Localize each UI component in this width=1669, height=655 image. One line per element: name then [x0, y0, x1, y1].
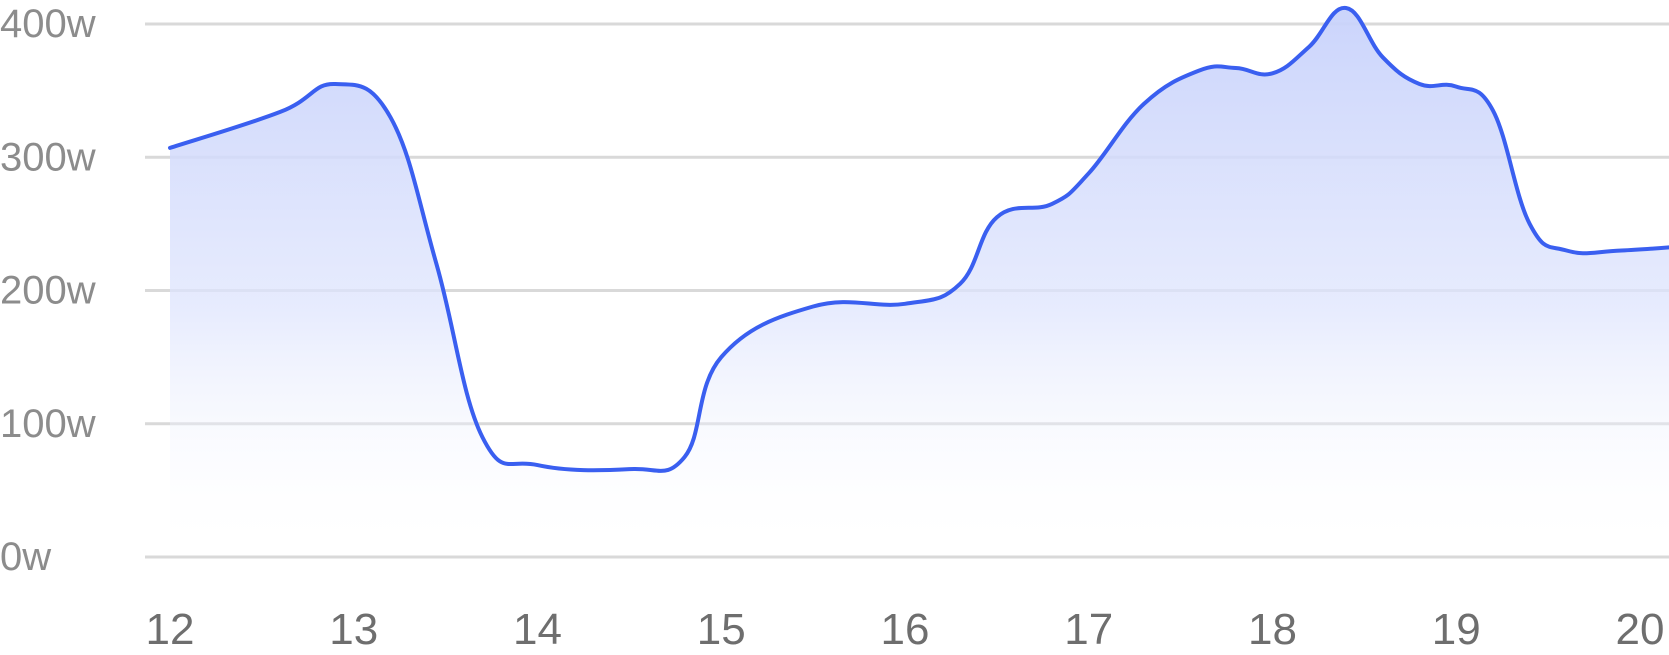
- series-line: [168, 6, 1669, 473]
- line-layer: [168, 6, 1669, 473]
- x-axis-ticks: 12 13 14 15 16 17 18 19 20: [146, 605, 1665, 654]
- y-tick-label: 100w: [0, 402, 96, 446]
- x-tick-label: 20: [1616, 605, 1665, 654]
- y-axis-ticks: 0w 100w 200w 300w 400w: [0, 2, 96, 579]
- x-tick-label: 17: [1064, 605, 1113, 654]
- x-tick-label: 19: [1432, 605, 1481, 654]
- y-tick-label: 400w: [0, 2, 96, 46]
- x-tick-label: 16: [881, 605, 930, 654]
- y-tick-label: 200w: [0, 269, 96, 313]
- x-tick-label: 15: [697, 605, 746, 654]
- y-tick-label: 300w: [0, 135, 96, 179]
- x-tick-label: 18: [1248, 605, 1297, 654]
- x-tick-label: 12: [146, 605, 195, 654]
- x-tick-label: 13: [329, 605, 378, 654]
- series-area-fill: [170, 7, 1669, 557]
- y-tick-label: 0w: [0, 535, 51, 579]
- area-layer: [170, 7, 1669, 557]
- x-tick-label: 14: [513, 605, 562, 654]
